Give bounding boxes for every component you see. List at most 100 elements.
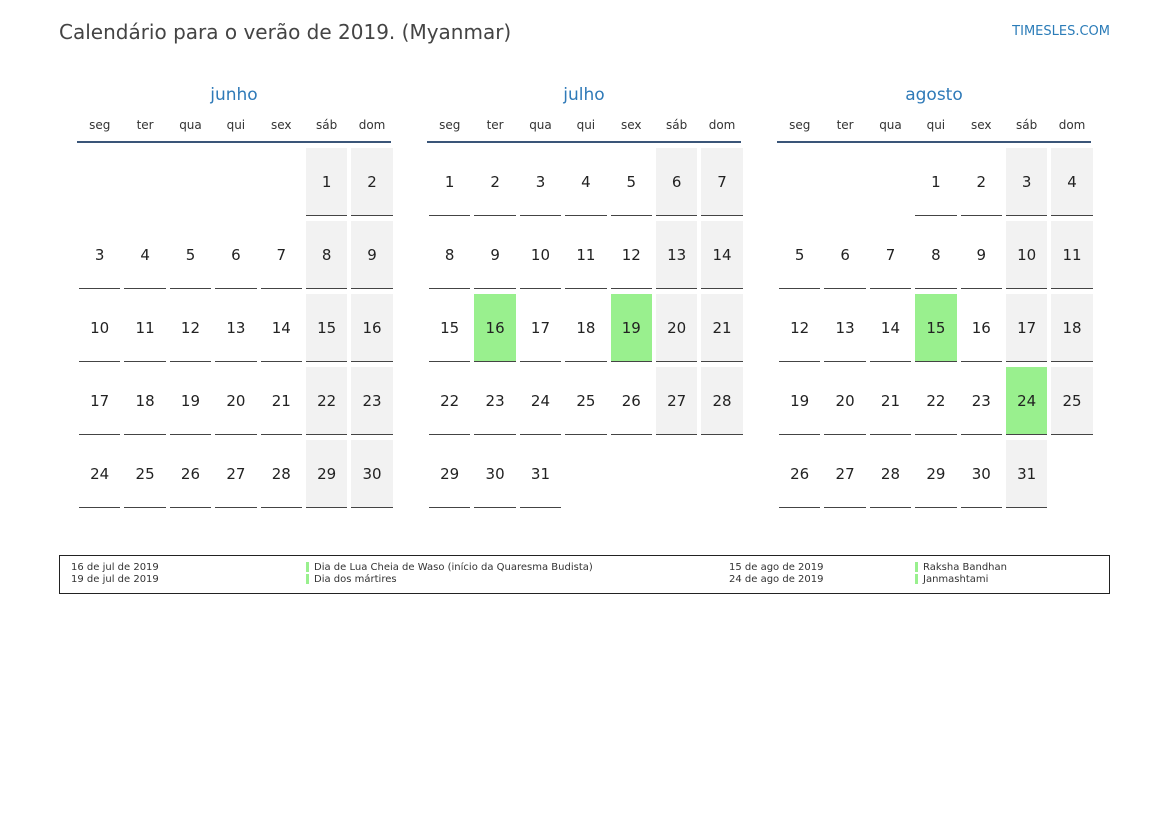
day-cell: 6: [824, 221, 866, 289]
day-cell: 10: [519, 221, 562, 289]
weekday-label: seg: [439, 118, 461, 132]
weekday-header: seg ter qua qui sex sáb dom: [777, 115, 1091, 143]
day-cell: 31: [519, 440, 562, 508]
holiday-day-cell: 19: [610, 294, 652, 362]
month-name: julho: [563, 85, 605, 105]
day-cell: 14: [701, 221, 743, 289]
weekday-label: seg: [89, 118, 111, 132]
legend-date: 19 de jul de 2019: [71, 574, 159, 585]
day-cell: 23: [960, 367, 1002, 435]
day-cell: 13: [824, 294, 866, 362]
day-cell: 6: [655, 148, 698, 216]
legend-item: Janmashtami: [915, 574, 1007, 586]
day-cell: 20: [824, 367, 866, 435]
legend-holiday-name: Dia de Lua Cheia de Waso (início da Quar…: [314, 562, 593, 573]
weekday-label: qua: [179, 118, 202, 132]
day-cell: 3: [79, 221, 121, 289]
day-cell: 25: [1051, 367, 1093, 435]
holiday-marker: [915, 562, 918, 572]
site-link[interactable]: TIMESLES.COM: [1012, 24, 1110, 39]
weekday-label: dom: [1058, 118, 1086, 132]
legend-date: 24 de ago de 2019: [729, 574, 824, 585]
days-grid: 1 2 3 4 5 6 7 8 9 10 11 12 13 14 15 16 17 18 19 20 21 22 23 24 2…: [777, 148, 1093, 513]
day-cell: 16: [351, 294, 393, 362]
empty-day-cell: [824, 148, 865, 216]
day-cell: 29: [915, 440, 957, 508]
day-cell: 18: [565, 294, 607, 362]
day-cell: 20: [655, 294, 698, 362]
weekday-label: sex: [270, 118, 292, 132]
day-cell: 25: [124, 440, 166, 508]
day-cell: 26: [779, 440, 821, 508]
weekday-header: seg ter qua qui sex sáb dom: [427, 115, 741, 143]
day-cell: 28: [701, 367, 743, 435]
day-cell: 5: [169, 221, 212, 289]
weekday-label: sáb: [666, 118, 688, 132]
day-cell: 3: [1005, 148, 1048, 216]
day-cell: 11: [124, 294, 166, 362]
day-cell: 25: [565, 367, 607, 435]
weekday-label: qui: [226, 118, 246, 132]
legend-item: Dia de Lua Cheia de Waso (início da Quar…: [306, 562, 593, 574]
day-cell: 19: [779, 367, 821, 435]
day-cell: 26: [169, 440, 212, 508]
day-cell: 2: [960, 148, 1002, 216]
legend-names-left: Dia de Lua Cheia de Waso (início da Quar…: [306, 562, 593, 586]
day-cell: 15: [429, 294, 471, 362]
day-cell: 28: [260, 440, 302, 508]
empty-day-cell: [870, 148, 911, 216]
weekday-label: qui: [576, 118, 596, 132]
day-cell: 2: [351, 148, 393, 216]
day-cell: 14: [869, 294, 912, 362]
day-cell: 12: [610, 221, 652, 289]
weekday-label: dom: [358, 118, 386, 132]
day-cell: 27: [215, 440, 257, 508]
day-cell: 26: [610, 367, 652, 435]
legend-item: Dia dos mártires: [306, 574, 593, 586]
day-cell: 16: [960, 294, 1002, 362]
day-cell: 11: [565, 221, 607, 289]
weekday-label: qua: [879, 118, 902, 132]
day-cell: 11: [1051, 221, 1093, 289]
day-cell: 22: [429, 367, 471, 435]
day-cell: 14: [260, 294, 302, 362]
holiday-marker: [306, 562, 309, 572]
empty-day-cell: [124, 148, 165, 216]
day-cell: 13: [215, 294, 257, 362]
day-cell: 8: [915, 221, 957, 289]
weekday-label: qui: [926, 118, 946, 132]
day-cell: 10: [79, 294, 121, 362]
day-cell: 9: [960, 221, 1002, 289]
holiday-day-cell: 24: [1005, 367, 1048, 435]
day-cell: 19: [169, 367, 212, 435]
month-calendar: agosto seg ter qua qui sex sáb dom 1 2 3 4 5 6 7 8 9 10…: [777, 83, 1093, 513]
weekday-label: dom: [708, 118, 736, 132]
day-cell: 5: [779, 221, 821, 289]
day-cell: 4: [1051, 148, 1093, 216]
weekday-label: ter: [136, 118, 154, 132]
day-cell: 13: [655, 221, 698, 289]
day-cell: 21: [260, 367, 302, 435]
day-cell: 3: [519, 148, 562, 216]
day-cell: 22: [305, 367, 348, 435]
day-cell: 18: [1051, 294, 1093, 362]
day-cell: 24: [519, 367, 562, 435]
days-grid: 1 2 3 4 5 6 7 8 9 10 11 12 13 14 15 16 17 18 19 20 21 22 23 24 2…: [427, 148, 743, 513]
legend-dates-left: 16 de jul de 2019 19 de jul de 2019: [71, 562, 159, 586]
month-name: junho: [210, 85, 258, 105]
day-cell: 21: [869, 367, 912, 435]
legend-item: Raksha Bandhan: [915, 562, 1007, 574]
empty-day-cell: [261, 148, 302, 216]
day-cell: 24: [79, 440, 121, 508]
day-cell: 30: [960, 440, 1002, 508]
day-cell: 6: [215, 221, 257, 289]
legend-names-right: Raksha Bandhan Janmashtami: [915, 562, 1007, 586]
empty-day-cell: [215, 148, 256, 216]
legend-holiday-name: Raksha Bandhan: [923, 562, 1007, 573]
page-title: Calendário para o verão de 2019. (Myanma…: [59, 20, 512, 44]
legend-dates-right: 15 de ago de 2019 24 de ago de 2019: [729, 562, 823, 586]
legend-holiday-name: Dia dos mártires: [314, 574, 397, 585]
day-cell: 23: [351, 367, 393, 435]
weekday-label: seg: [789, 118, 811, 132]
day-cell: 1: [915, 148, 957, 216]
